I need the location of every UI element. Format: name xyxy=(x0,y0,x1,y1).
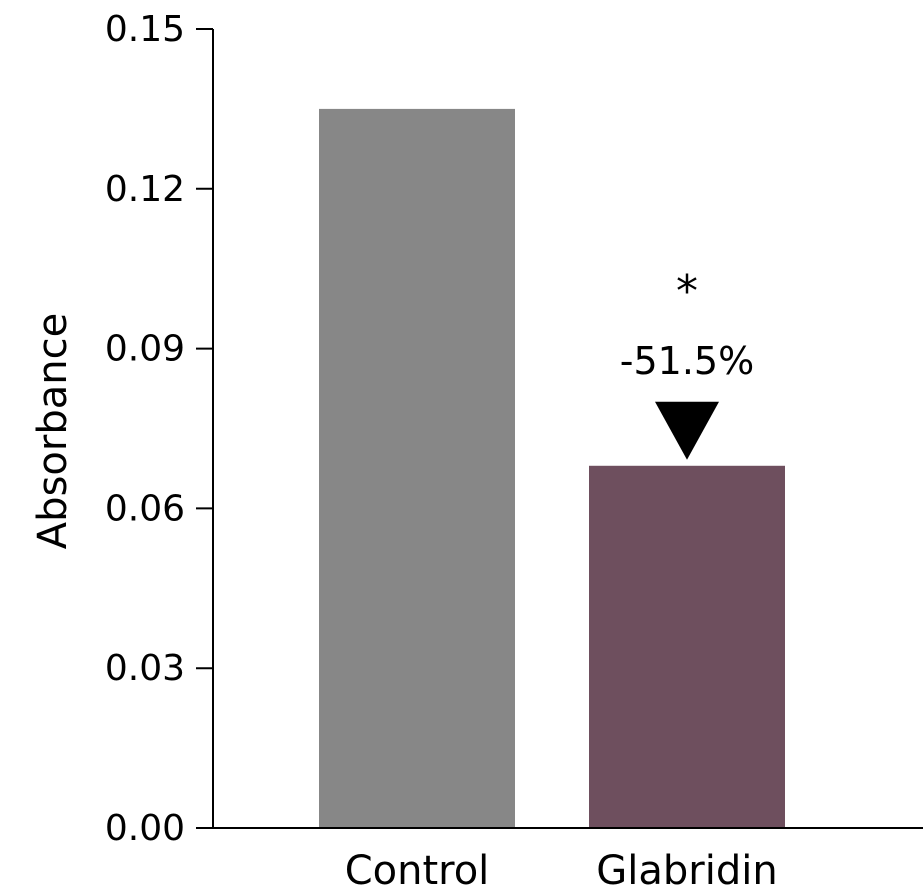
x-tick-label-control: Control xyxy=(345,848,490,890)
y-tick-label: 0.03 xyxy=(105,648,185,689)
bar-control xyxy=(319,108,515,828)
y-tick-label: 0.06 xyxy=(105,488,185,529)
down-triangle-marker xyxy=(655,401,719,460)
percent-change-label: -51.5% xyxy=(620,339,754,383)
bar-glabridin xyxy=(589,465,785,828)
y-tick-label: 0.00 xyxy=(105,808,185,849)
y-tick-label: 0.09 xyxy=(105,329,185,370)
y-tick-label: 0.12 xyxy=(105,169,185,210)
significance-marker: * xyxy=(676,266,698,317)
y-tick-label: 0.15 xyxy=(105,9,185,50)
y-axis-title: Absorbance xyxy=(30,313,76,549)
x-tick-label-glabridin: Glabridin xyxy=(596,848,777,890)
